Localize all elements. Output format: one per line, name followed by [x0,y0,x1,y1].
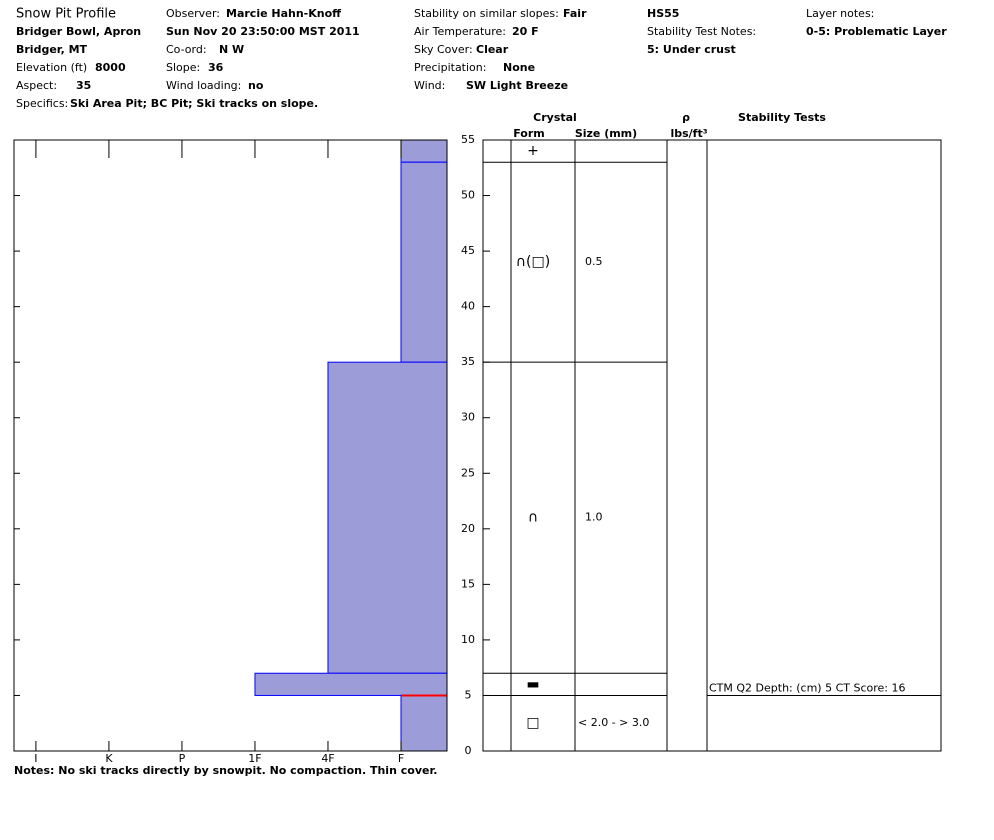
value: 8000 [95,61,126,74]
grain-size: 1.0 [585,511,603,524]
label: Precipitation: [414,61,486,74]
value: 5: Under crust [647,43,736,56]
value: no [248,79,264,92]
y-tick-label: 30 [461,411,475,424]
header: Snow Pit Profile Bridger Bowl, Apron Bri… [16,7,947,111]
label: Stability Test Notes: [647,25,756,38]
label: Air Temperature: [414,25,506,38]
column-header: Crystal [533,111,577,124]
value: 35 [76,79,91,92]
label: Sky Cover: [414,43,473,56]
value: 0-5: Problematic Layer [806,25,947,38]
label: Observer: [166,7,220,20]
grain-form: □ [526,715,539,731]
column-header: Stability Tests [738,111,826,124]
plot-frame [13,139,448,752]
y-tick-label: 55 [461,133,475,146]
value: 20 F [512,25,539,38]
label: Wind loading: [166,79,241,92]
label: Elevation (ft) [16,61,87,74]
y-tick-label: 50 [461,189,475,202]
y-tick-label: 45 [461,244,475,257]
value: Clear [476,43,509,56]
value: None [503,61,535,74]
x-tick-label: 4F [321,752,334,765]
value: Fair [563,7,587,20]
column-header: Size (mm) [575,127,637,140]
y-tick-label: 40 [461,300,475,313]
label: Co-ord: [166,43,207,56]
y-tick-label: 10 [461,633,475,646]
notes: Notes: No ski tracks directly by snowpit… [14,764,437,777]
label: Stability on similar slopes: [414,7,559,20]
label: Specifics: [16,97,68,110]
x-tick-label: P [179,752,186,765]
label: Slope: [166,61,200,74]
hardness-bar [254,672,448,696]
grain-form: + [527,143,539,159]
grain-form: ∩(□) [516,254,550,270]
label: Layer notes: [806,7,874,20]
x-tick-label: I [34,752,37,765]
value: SW Light Breeze [466,79,568,92]
y-tick-label: 15 [461,577,475,590]
value: 36 [208,61,224,74]
hardness-bar [400,161,448,363]
column-header: lbs/ft³ [670,127,707,140]
column-header: Form [513,127,545,140]
test-result: CTM Q2 Depth: (cm) 5 CT Score: 16 [709,681,906,694]
hardness-bar [400,694,448,752]
label: Wind: [414,79,445,92]
column-header: ρ [682,111,690,124]
x-tick-label: 1F [248,752,261,765]
x-tick-label: K [105,752,113,765]
grain-size: 0.5 [585,255,603,268]
hardness-bar [327,361,448,674]
grain-form: ▬ [526,676,539,692]
region: Bridger, MT [16,43,88,56]
grain-size: < 2.0 - > 3.0 [578,716,649,729]
value: Ski Area Pit; BC Pit; Ski tracks on slop… [70,97,318,110]
title: Snow Pit Profile [16,7,116,22]
value: N W [219,43,244,56]
hardness-bar [400,139,448,163]
value: HS55 [647,7,679,20]
y-tick-label: 20 [461,522,475,535]
y-tick-label: 0 [465,744,472,757]
x-tick-label: F [398,752,404,765]
location: Bridger Bowl, Apron [16,25,141,38]
grain-form: ∩ [528,510,538,526]
value: Marcie Hahn-Knoff [226,7,341,20]
value: Sun Nov 20 23:50:00 MST 2011 [166,25,360,38]
y-tick-label: 5 [465,688,472,701]
y-tick-label: 35 [461,355,475,368]
table-frame [482,139,942,752]
label: Aspect: [16,79,57,92]
y-tick-label: 25 [461,466,475,479]
